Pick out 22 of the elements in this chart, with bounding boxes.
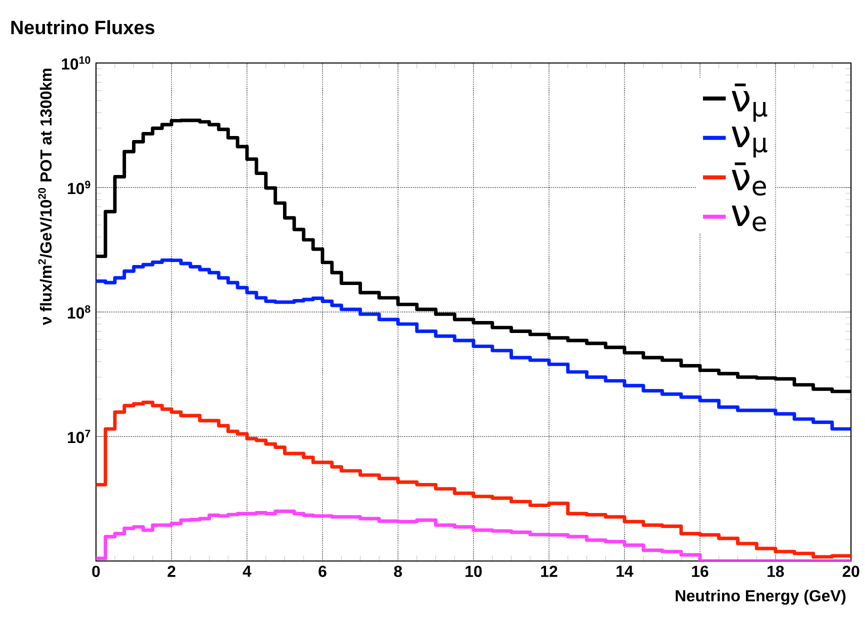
x-tick-label: 10 xyxy=(466,566,482,578)
x-tick-label: 18 xyxy=(768,566,784,578)
legend-label: ν̄$_{e}$ xyxy=(732,162,766,196)
x-tick-label: 16 xyxy=(692,566,708,578)
y-tick-label: 10$^{10}$ xyxy=(62,56,90,70)
x-tick-label: 6 xyxy=(318,566,326,578)
legend-label: ν$_{μ}$ xyxy=(732,126,768,158)
x-tick-label: 0 xyxy=(92,566,100,578)
x-tick-label: 20 xyxy=(842,566,860,578)
x-tick-label: 2 xyxy=(168,566,176,577)
y-tick-label: 10$^{8}$ xyxy=(68,305,90,319)
y-tick-label: 10$^{9}$ xyxy=(68,180,90,194)
legend-label: ν$_{e}$ xyxy=(732,206,766,232)
x-tick-label: 14 xyxy=(616,566,634,577)
chart-title: Neutrino Fluxes xyxy=(11,20,154,34)
x-tick-label: 12 xyxy=(541,566,558,577)
y-tick-label: 10$^{7}$ xyxy=(68,430,90,444)
y-axis-title: ν flux/m$^{2}$/GeV/10$^{20}$ POT at 1300km xyxy=(38,68,52,326)
x-tick-label: 4 xyxy=(242,566,252,577)
x-axis-title: Neutrino Energy (GeV) xyxy=(676,590,846,605)
x-tick-label: 8 xyxy=(394,566,402,578)
legend-label: ν̄$_{μ}$ xyxy=(732,84,768,122)
